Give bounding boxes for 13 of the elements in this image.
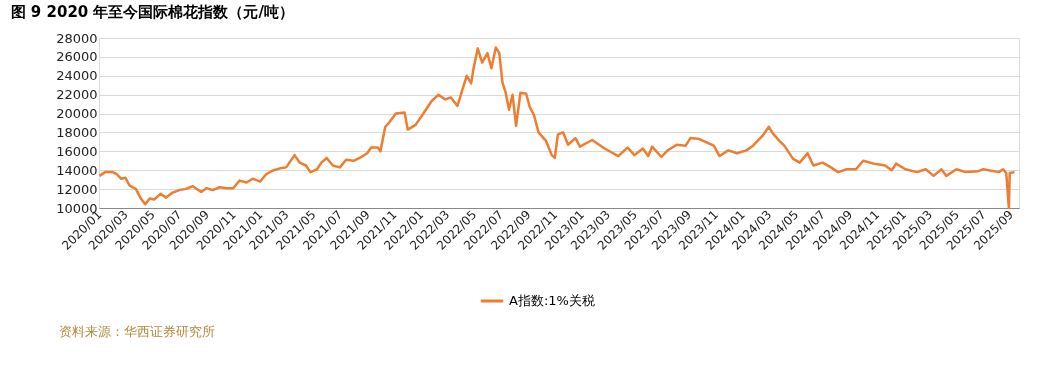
y-tick-label: 20000	[56, 106, 98, 122]
legend-label: A指数:1%关税	[509, 293, 595, 308]
line-series	[98, 46, 1016, 210]
y-tick-label: 12000	[56, 181, 98, 197]
chart-title: 图 9 2020 年至今国际棉花指数（元/吨）	[10, 3, 294, 21]
y-tick-label: 28000	[56, 30, 98, 46]
y-tick-label: 18000	[56, 124, 98, 140]
y-tick-label: 14000	[56, 162, 98, 178]
y-tick-label: 16000	[56, 143, 98, 159]
y-tick-label: 24000	[56, 68, 98, 84]
text: 资料来源：华西证券研究所	[59, 324, 215, 339]
y-tick-label: 26000	[56, 49, 98, 65]
y-tick-label: 22000	[56, 87, 98, 103]
